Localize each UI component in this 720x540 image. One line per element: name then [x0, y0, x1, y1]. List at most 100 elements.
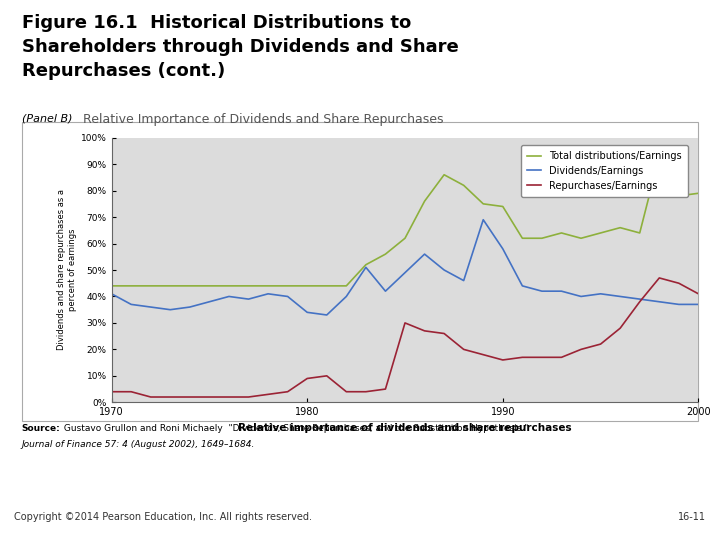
Text: Gustavo Grullon and Roni Michaely  "Dividends, Share Repurchases, and the Substi: Gustavo Grullon and Roni Michaely "Divid… — [61, 424, 528, 433]
Total distributions/Earnings — [323, 282, 331, 289]
Total distributions/Earnings — [381, 251, 390, 258]
Dividends/Earnings — [244, 296, 253, 302]
Total distributions/Earnings — [459, 182, 468, 188]
Line: Dividends/Earnings: Dividends/Earnings — [112, 220, 698, 315]
Dividends/Earnings — [166, 306, 174, 313]
Total distributions/Earnings — [596, 230, 605, 236]
Dividends/Earnings — [127, 301, 135, 308]
Total distributions/Earnings — [420, 198, 429, 205]
Repurchases/Earnings — [616, 325, 624, 332]
Total distributions/Earnings — [675, 193, 683, 199]
Text: Journal of Finance 57: 4 (August 2002), 1649–1684.: Journal of Finance 57: 4 (August 2002), … — [22, 440, 255, 449]
Text: Figure 16.1  Historical Distributions to: Figure 16.1 Historical Distributions to — [22, 14, 411, 31]
Legend: Total distributions/Earnings, Dividends/Earnings, Repurchases/Earnings: Total distributions/Earnings, Dividends/… — [521, 145, 688, 197]
Line: Repurchases/Earnings: Repurchases/Earnings — [112, 278, 698, 397]
Dividends/Earnings — [518, 282, 527, 289]
Total distributions/Earnings — [303, 282, 312, 289]
Dividends/Earnings — [107, 291, 116, 297]
Text: (Panel B): (Panel B) — [22, 113, 72, 124]
Total distributions/Earnings — [636, 230, 644, 236]
Total distributions/Earnings — [498, 203, 507, 210]
Repurchases/Earnings — [636, 299, 644, 305]
Dividends/Earnings — [420, 251, 429, 258]
Repurchases/Earnings — [459, 346, 468, 353]
Total distributions/Earnings — [440, 172, 449, 178]
Text: 16-11: 16-11 — [678, 512, 706, 522]
Total distributions/Earnings — [538, 235, 546, 241]
Dividends/Earnings — [694, 301, 703, 308]
Total distributions/Earnings — [518, 235, 527, 241]
Repurchases/Earnings — [498, 357, 507, 363]
Dividends/Earnings — [479, 217, 487, 223]
Dividends/Earnings — [675, 301, 683, 308]
Total distributions/Earnings — [146, 282, 155, 289]
Repurchases/Earnings — [518, 354, 527, 361]
Dividends/Earnings — [186, 304, 194, 310]
Repurchases/Earnings — [381, 386, 390, 392]
Total distributions/Earnings — [655, 153, 664, 159]
Dividends/Earnings — [440, 267, 449, 273]
Repurchases/Earnings — [244, 394, 253, 400]
Dividends/Earnings — [146, 304, 155, 310]
Total distributions/Earnings — [694, 190, 703, 197]
Repurchases/Earnings — [538, 354, 546, 361]
Total distributions/Earnings — [361, 261, 370, 268]
Repurchases/Earnings — [655, 275, 664, 281]
Dividends/Earnings — [283, 293, 292, 300]
Total distributions/Earnings — [342, 282, 351, 289]
Repurchases/Earnings — [420, 328, 429, 334]
Repurchases/Earnings — [283, 388, 292, 395]
Dividends/Earnings — [400, 269, 409, 276]
Total distributions/Earnings — [264, 282, 272, 289]
Text: Shareholders through Dividends and Share: Shareholders through Dividends and Share — [22, 38, 459, 56]
Dividends/Earnings — [655, 299, 664, 305]
Total distributions/Earnings — [283, 282, 292, 289]
Text: Copyright ©2014 Pearson Education, Inc. All rights reserved.: Copyright ©2014 Pearson Education, Inc. … — [14, 512, 312, 522]
Dividends/Earnings — [361, 264, 370, 271]
Repurchases/Earnings — [694, 291, 703, 297]
Repurchases/Earnings — [440, 330, 449, 337]
Total distributions/Earnings — [107, 282, 116, 289]
Dividends/Earnings — [557, 288, 566, 294]
Total distributions/Earnings — [244, 282, 253, 289]
Dividends/Earnings — [225, 293, 233, 300]
Repurchases/Earnings — [107, 388, 116, 395]
Repurchases/Earnings — [205, 394, 214, 400]
Total distributions/Earnings — [166, 282, 174, 289]
Total distributions/Earnings — [225, 282, 233, 289]
Repurchases/Earnings — [264, 391, 272, 397]
Text: Repurchases (cont.): Repurchases (cont.) — [22, 62, 225, 80]
Dividends/Earnings — [205, 299, 214, 305]
Total distributions/Earnings — [186, 282, 194, 289]
Text: Source:: Source: — [22, 424, 60, 433]
Dividends/Earnings — [381, 288, 390, 294]
Repurchases/Earnings — [127, 388, 135, 395]
Dividends/Earnings — [342, 293, 351, 300]
Text: Relative Importance of Dividends and Share Repurchases: Relative Importance of Dividends and Sha… — [83, 113, 444, 126]
Total distributions/Earnings — [205, 282, 214, 289]
Repurchases/Earnings — [675, 280, 683, 286]
Dividends/Earnings — [596, 291, 605, 297]
Dividends/Earnings — [498, 246, 507, 252]
Total distributions/Earnings — [577, 235, 585, 241]
Repurchases/Earnings — [303, 375, 312, 382]
Repurchases/Earnings — [186, 394, 194, 400]
Total distributions/Earnings — [127, 282, 135, 289]
Repurchases/Earnings — [166, 394, 174, 400]
Dividends/Earnings — [538, 288, 546, 294]
Repurchases/Earnings — [596, 341, 605, 347]
X-axis label: Relative importance of dividends and share repurchases: Relative importance of dividends and sha… — [238, 423, 572, 433]
Dividends/Earnings — [303, 309, 312, 315]
Total distributions/Earnings — [616, 225, 624, 231]
Repurchases/Earnings — [400, 320, 409, 326]
Repurchases/Earnings — [557, 354, 566, 361]
Repurchases/Earnings — [225, 394, 233, 400]
Repurchases/Earnings — [146, 394, 155, 400]
Dividends/Earnings — [577, 293, 585, 300]
Line: Total distributions/Earnings: Total distributions/Earnings — [112, 156, 698, 286]
Repurchases/Earnings — [342, 388, 351, 395]
Dividends/Earnings — [636, 296, 644, 302]
Dividends/Earnings — [323, 312, 331, 318]
Total distributions/Earnings — [400, 235, 409, 241]
Dividends/Earnings — [264, 291, 272, 297]
